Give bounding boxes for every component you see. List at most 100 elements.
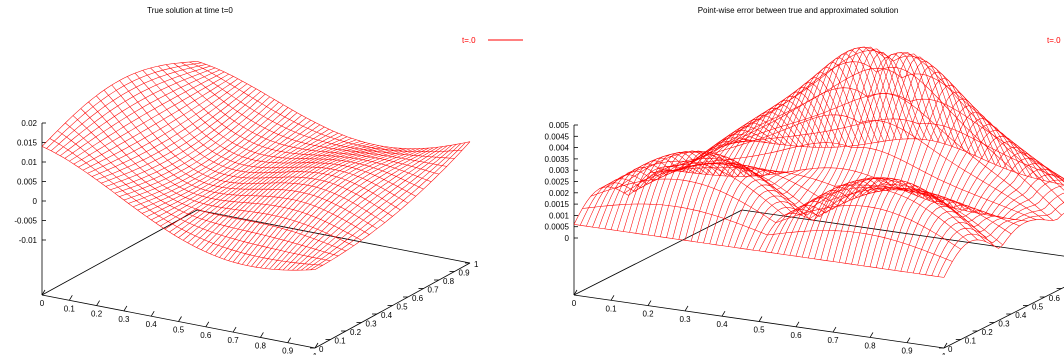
surface-line-x — [91, 83, 248, 177]
x-tick-mark — [832, 326, 837, 333]
surface-line-y — [80, 108, 354, 246]
x-tick-mark — [573, 289, 578, 296]
y-tick-label: 0.6 — [1049, 294, 1061, 303]
x-tick-mark — [647, 300, 652, 306]
surface-line-y — [699, 47, 1064, 204]
y-tick-label: 1 — [474, 260, 479, 269]
x-tick-label: 0.5 — [753, 326, 765, 335]
surface-line-x — [598, 133, 767, 229]
surface-line-x — [255, 148, 411, 268]
surface-line-y — [582, 203, 953, 262]
x-tick-label: 0.7 — [827, 336, 839, 345]
surface-line-y — [632, 163, 1003, 246]
y-tick-label: 0.7 — [428, 286, 440, 295]
surface-line-y — [683, 87, 1054, 221]
y-tick-label: 0.1 — [335, 337, 347, 346]
surface-line-x — [838, 105, 1008, 263]
y-tick-label: 0.2 — [350, 328, 362, 337]
x-tick-label: 0 — [572, 299, 577, 308]
y-tick-label: 0.9 — [459, 269, 471, 278]
surface-line-y — [691, 61, 1062, 216]
y-tick-label: 0.6 — [412, 294, 424, 303]
x-tick-label: 0.6 — [790, 331, 802, 340]
x-tick-label: 0.3 — [118, 315, 130, 324]
surface-line-y — [599, 160, 970, 243]
surface-line-y — [189, 61, 463, 152]
surface-line-y — [733, 118, 1064, 181]
x-tick-label: 0.1 — [605, 304, 617, 313]
surface-line-x — [912, 174, 1064, 274]
x-tick-label: 0.1 — [64, 304, 76, 313]
surface-line-y — [649, 167, 1020, 227]
x-tick-label: 1 — [942, 352, 947, 355]
z-tick-label: 0.001 — [549, 211, 570, 220]
surface-line-y — [72, 115, 347, 252]
z-tick-label: 0.002 — [549, 189, 570, 198]
x-tick-label: 0.8 — [255, 341, 267, 350]
z-tick-label: 0.003 — [549, 166, 570, 175]
x-tick-mark — [758, 316, 763, 322]
surface-line-y — [150, 67, 424, 190]
surface-line-y — [181, 62, 455, 159]
y-tick-label: 0.5 — [397, 303, 409, 312]
x-tick-mark — [314, 342, 319, 349]
surface-line-y — [49, 138, 323, 266]
surface-line-x — [69, 71, 225, 162]
x-tick-mark — [205, 321, 210, 328]
surface-line-x — [937, 202, 1064, 277]
surface-line-y — [624, 157, 995, 247]
y-tick-label: 0 — [948, 345, 953, 354]
surface-line-y — [741, 138, 1064, 186]
pointwise-error-surface-chart: Point-wise error between true and approx… — [545, 6, 1064, 355]
surface-line-y — [708, 50, 1064, 191]
x-tick-mark — [260, 332, 264, 338]
z-tick-label: 0.0045 — [545, 132, 570, 141]
z-tick-label: 0.015 — [17, 139, 38, 148]
surface-line-y — [158, 65, 432, 182]
surface-line-y — [666, 142, 1037, 220]
x-tick-label: 1 — [313, 352, 318, 355]
z-tick-label: 0.005 — [549, 121, 570, 130]
true-solution-surface-chart: True solution at time t=0t=.000.10.20.30… — [14, 6, 523, 355]
surface-line-y — [119, 80, 393, 217]
y-tick-label: 0.8 — [443, 277, 455, 286]
x-tick-mark — [150, 310, 155, 317]
y-tick-label: 0.3 — [366, 320, 378, 329]
surface-line-x — [919, 179, 1064, 274]
z-tick-label: 0.0035 — [545, 155, 570, 164]
x-tick-mark — [178, 316, 182, 322]
surface-line-x — [777, 52, 946, 254]
x-far-axis-line — [943, 286, 1064, 349]
x-tick-mark — [68, 295, 73, 301]
y-axis-line — [573, 209, 743, 296]
x-tick-mark — [232, 326, 237, 333]
surface-line-y — [590, 178, 961, 250]
surface-line-y — [96, 95, 370, 235]
z-tick-label: 0.01 — [21, 158, 37, 167]
surface-line-x — [758, 57, 928, 252]
x-tick-label: 0.5 — [173, 326, 185, 335]
surface-line-y — [716, 67, 1064, 183]
y-tick-label: 0 — [319, 345, 324, 354]
z-tick-label: 0.02 — [21, 119, 37, 128]
z-tick-label: 0.005 — [17, 178, 38, 187]
y-tick-label: 0.4 — [381, 311, 393, 320]
surface-line-y — [65, 122, 339, 257]
x-tick-mark — [41, 289, 46, 296]
surface-line-y — [127, 76, 401, 211]
legend-label: t=.0 — [462, 36, 476, 45]
x-tick-label: 0.4 — [716, 320, 728, 329]
x-tick-label: 0.6 — [200, 331, 212, 340]
x-tick-mark — [123, 305, 128, 312]
surface-line-y — [674, 114, 1045, 221]
z-tick-label: 0.0025 — [545, 178, 570, 187]
x-tick-mark — [287, 337, 292, 343]
surface-line-x — [46, 62, 202, 149]
x-tick-label: 0 — [40, 299, 45, 308]
x-tick-label: 0.8 — [864, 341, 876, 350]
surface-line-y — [134, 72, 409, 204]
surface-line-y — [111, 84, 385, 223]
surface-line-y — [165, 64, 440, 175]
x-tick-mark — [943, 342, 948, 349]
